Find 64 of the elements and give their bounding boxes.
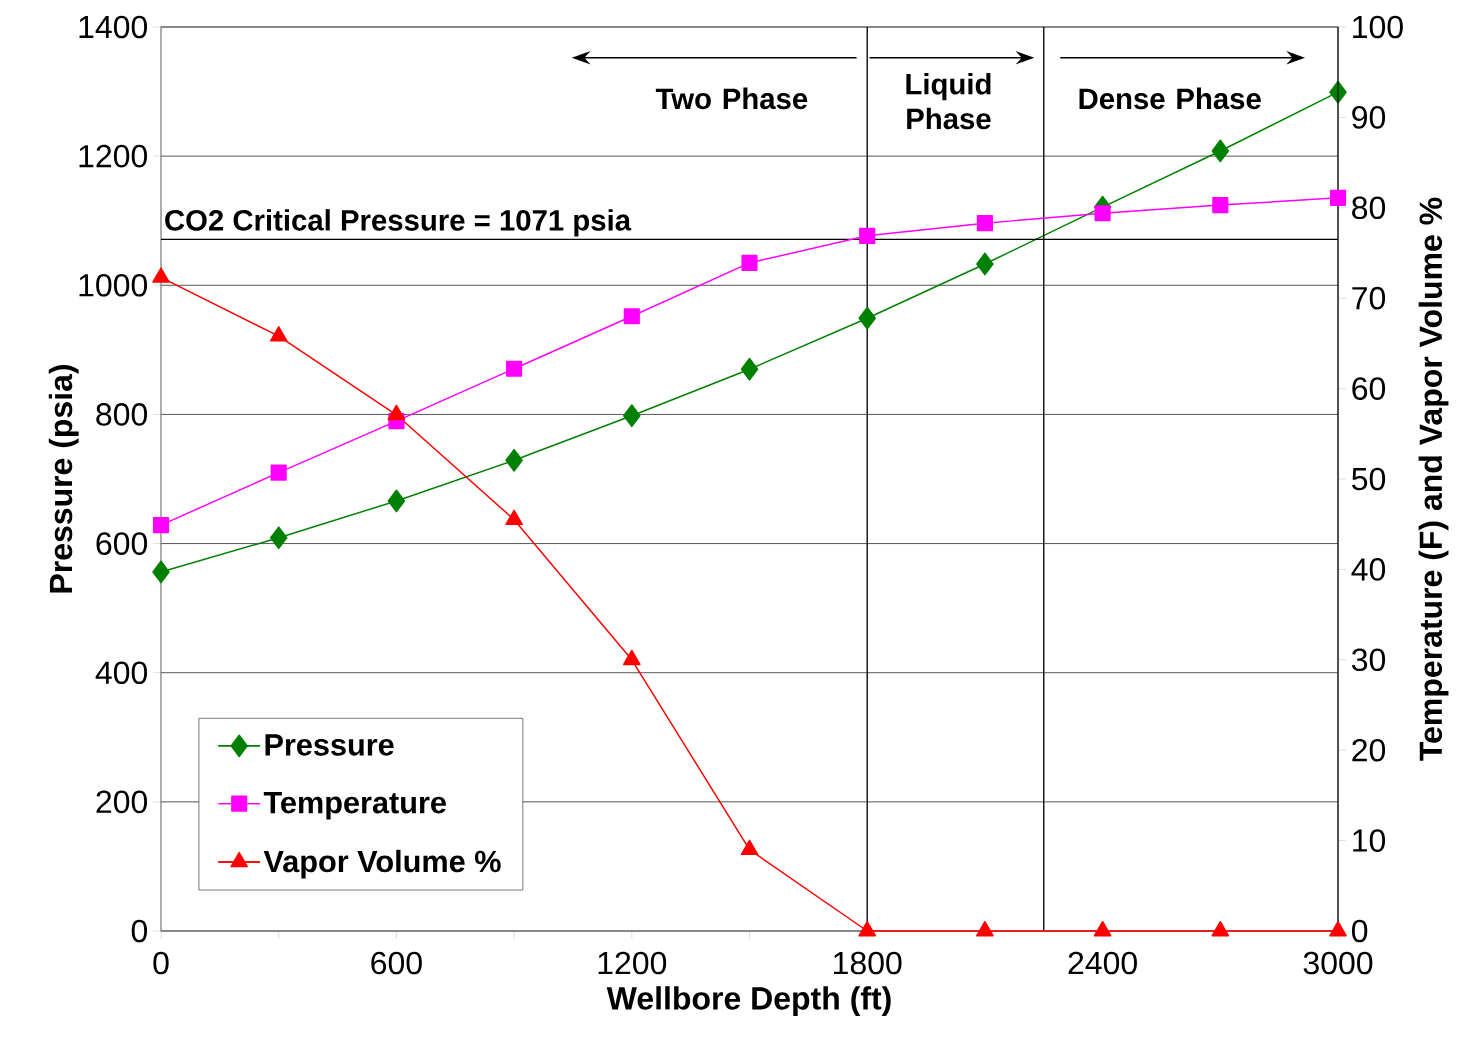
y2-tick-label: 80 [1352, 196, 1386, 220]
legend-label: Temperature [263, 792, 446, 820]
y2-tick-label: 30 [1351, 648, 1386, 672]
x-axis-title: Wellbore Depth (ft) [606, 986, 891, 1017]
y-tick-label: 1400 [79, 15, 148, 39]
legend-label: Vapor Volume % [263, 849, 501, 879]
y-tick-label: 400 [95, 661, 148, 685]
x-tick-label: 1200 [598, 951, 667, 975]
point [976, 920, 994, 937]
annotation: Dense Phase [1079, 87, 1261, 110]
point [152, 560, 170, 584]
y2-tick-label: 10 [1353, 829, 1386, 852]
y2-tick-label: 20 [1352, 738, 1386, 762]
x-tick-label: 0 [153, 951, 169, 975]
y-tick-label: 600 [96, 532, 148, 555]
point [387, 404, 406, 421]
y2-tick-label: 50 [1352, 467, 1386, 491]
point [505, 509, 523, 526]
y-tick-label: 0 [131, 919, 148, 943]
point [152, 517, 170, 534]
y2-tick-label: 100 [1353, 15, 1403, 39]
point [506, 360, 523, 377]
y2-tick-label: 0 [1351, 919, 1368, 943]
annotation: Two Phase [655, 87, 808, 110]
point [976, 252, 994, 276]
y2-tick-label: 40 [1351, 558, 1386, 581]
point [740, 357, 759, 381]
point [269, 526, 288, 550]
point [1212, 197, 1229, 214]
point [623, 404, 641, 428]
point [859, 227, 876, 244]
x-tick-label: 2400 [1068, 951, 1137, 975]
point [1329, 189, 1347, 206]
x-tick-label: 3000 [1303, 951, 1373, 975]
point [1329, 920, 1347, 937]
point [740, 839, 759, 856]
point [858, 306, 876, 330]
y2-axis-title: Temperature (F) and Vapor Volume % [1418, 197, 1449, 761]
y-tick-label: 800 [96, 403, 148, 426]
y2-tick-label: 70 [1352, 286, 1386, 310]
x-tick-label: 600 [371, 951, 422, 975]
ref-line-label: CO2 Critical Pressure = 1071 psia [165, 209, 632, 237]
point [1094, 205, 1111, 222]
point [1211, 920, 1230, 937]
point [269, 326, 288, 342]
y-tick-label: 1200 [79, 144, 148, 168]
point [623, 308, 640, 325]
point [1093, 920, 1112, 937]
y-axis-title: Pressure (psia) [48, 365, 79, 593]
y-tick-label: 1000 [79, 273, 148, 297]
y2-tick-label: 90 [1352, 106, 1386, 129]
point [387, 489, 406, 513]
point [622, 649, 641, 666]
point [505, 448, 523, 472]
x-tick-label: 1800 [834, 951, 902, 975]
legend-label: Pressure [265, 734, 394, 756]
y2-tick-label: 60 [1352, 377, 1386, 400]
point [1211, 139, 1230, 163]
point [976, 215, 993, 232]
annotation: Liquid Phase [906, 73, 991, 130]
point [741, 254, 758, 272]
point [270, 464, 287, 481]
point [858, 920, 877, 937]
y-tick-label: 200 [96, 790, 148, 814]
